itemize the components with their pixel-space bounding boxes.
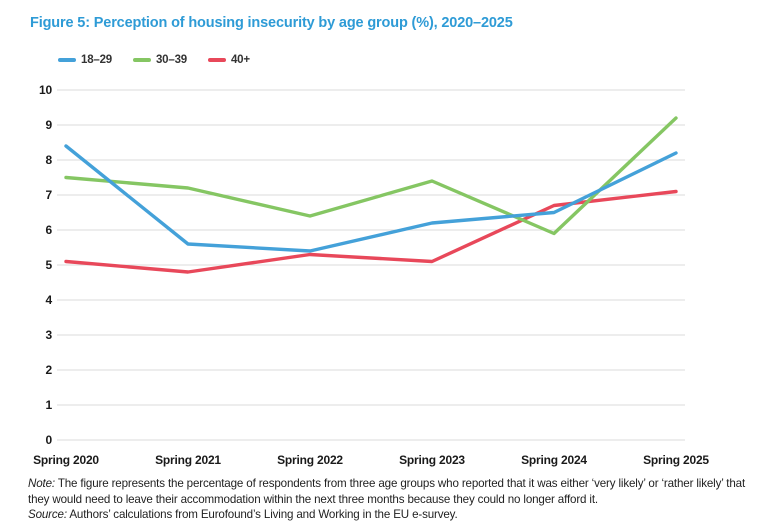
y-axis-tick-label: 3 — [46, 328, 53, 342]
source-body: Authors’ calculations from Eurofound’s L… — [66, 508, 458, 522]
series-line-30-39 — [64, 116, 678, 236]
note-label: Note: — [28, 477, 55, 490]
x-axis-tick-label: Spring 2020 — [33, 453, 99, 467]
y-axis-tick-label: 6 — [46, 223, 53, 237]
legend-item: 30–39 — [132, 54, 187, 66]
legend-label: 18–29 — [81, 54, 112, 66]
legend-dash-icon — [132, 58, 151, 62]
y-axis-tick-label: 7 — [46, 188, 53, 202]
legend-item: 40+ — [207, 54, 250, 66]
y-axis-tick-label: 2 — [46, 363, 53, 377]
y-axis-tick-label: 0 — [46, 433, 53, 447]
x-axis-tick-label: Spring 2023 — [399, 453, 465, 467]
x-axis-tick-label: Spring 2022 — [277, 453, 343, 467]
figure-notes: Note: The figure represents the percenta… — [28, 476, 756, 523]
note-body: The figure represents the percentage of … — [28, 477, 746, 506]
series-line-18-29 — [64, 144, 678, 253]
chart-legend: 18–29 30–39 40+ — [58, 54, 250, 66]
legend-item: 18–29 — [58, 54, 112, 66]
line-chart: 0 1 2 3 4 5 6 7 8 9 10 Spring 2020 Spring 2021 Spring… — [33, 83, 710, 467]
legend-label: 40+ — [230, 54, 250, 66]
x-axis-tick-label: Spring 2025 — [643, 453, 709, 467]
source-label: Source: — [28, 508, 67, 522]
y-axis-tick-label: 8 — [46, 153, 53, 167]
source-text: Source: Authors’ calculations from Eurof… — [28, 507, 756, 523]
note-text: Note: The figure represents the percenta… — [28, 476, 756, 507]
y-axis-tick-label: 9 — [46, 118, 53, 132]
figure-title: Figure 5: Perception of housing insecuri… — [30, 15, 513, 31]
y-axis-tick-label: 10 — [39, 83, 52, 97]
legend-dash-icon — [207, 58, 226, 62]
legend-label: 30–39 — [155, 54, 187, 66]
y-axis-tick-label: 4 — [46, 293, 53, 307]
y-axis-tick-label: 1 — [46, 398, 53, 412]
x-axis-tick-label: Spring 2024 — [521, 453, 587, 467]
y-axis-tick-label: 5 — [46, 258, 53, 272]
legend-dash-icon — [58, 58, 76, 62]
x-axis-tick-label: Spring 2021 — [155, 453, 221, 467]
